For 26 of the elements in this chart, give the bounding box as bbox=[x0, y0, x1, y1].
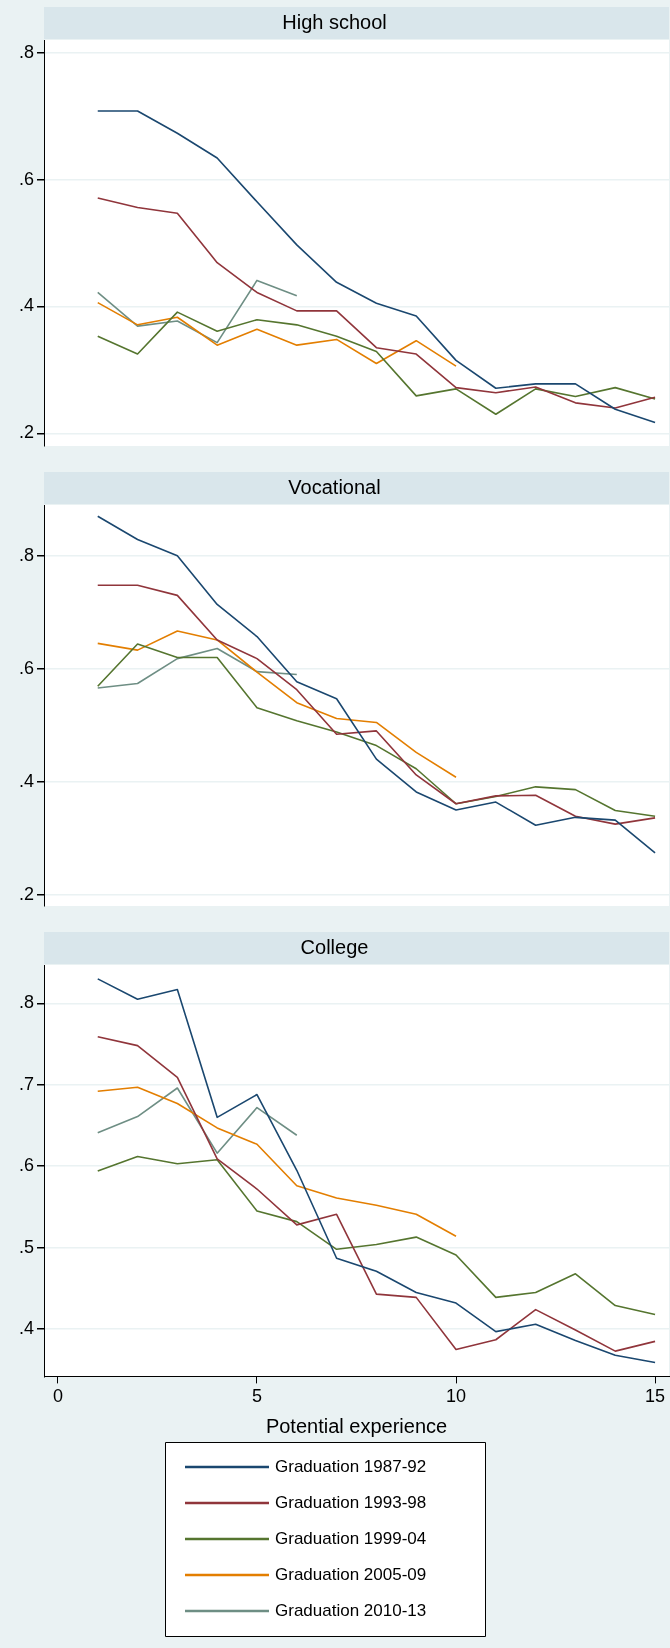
y-tick-label: .2 bbox=[18, 422, 34, 443]
x-tick-label: 5 bbox=[251, 1386, 262, 1407]
x-tick-label: 10 bbox=[446, 1386, 467, 1407]
y-tick-label: .6 bbox=[18, 1155, 34, 1176]
y-tick-label: .6 bbox=[18, 657, 34, 678]
legend-label: Graduation 2010-13 bbox=[275, 1600, 427, 1620]
legend-label: Graduation 2005-09 bbox=[275, 1564, 427, 1584]
chart-title: College bbox=[300, 935, 369, 958]
x-tick-label: 15 bbox=[645, 1386, 666, 1407]
y-tick-label: .5 bbox=[18, 1236, 34, 1257]
chart-title: Vocational bbox=[288, 475, 381, 498]
x-tick-label: 0 bbox=[52, 1386, 63, 1407]
y-tick-label: .4 bbox=[18, 295, 34, 316]
y-tick-label: .8 bbox=[18, 544, 34, 565]
legend-label: Graduation 1993-98 bbox=[275, 1492, 427, 1512]
legend-label: Graduation 1987-92 bbox=[275, 1456, 427, 1476]
y-tick-label: .7 bbox=[18, 1073, 34, 1094]
y-tick-label: .4 bbox=[18, 770, 34, 791]
y-tick-label: .6 bbox=[18, 168, 34, 189]
x-axis-title: Potential experience bbox=[265, 1414, 448, 1437]
y-tick-label: .8 bbox=[18, 41, 34, 62]
y-tick-label: .4 bbox=[18, 1318, 34, 1339]
legend-label: Graduation 1999-04 bbox=[275, 1528, 427, 1548]
chart-title: High school bbox=[282, 10, 387, 33]
y-tick-label: .2 bbox=[18, 883, 34, 904]
y-tick-label: .8 bbox=[18, 992, 34, 1013]
